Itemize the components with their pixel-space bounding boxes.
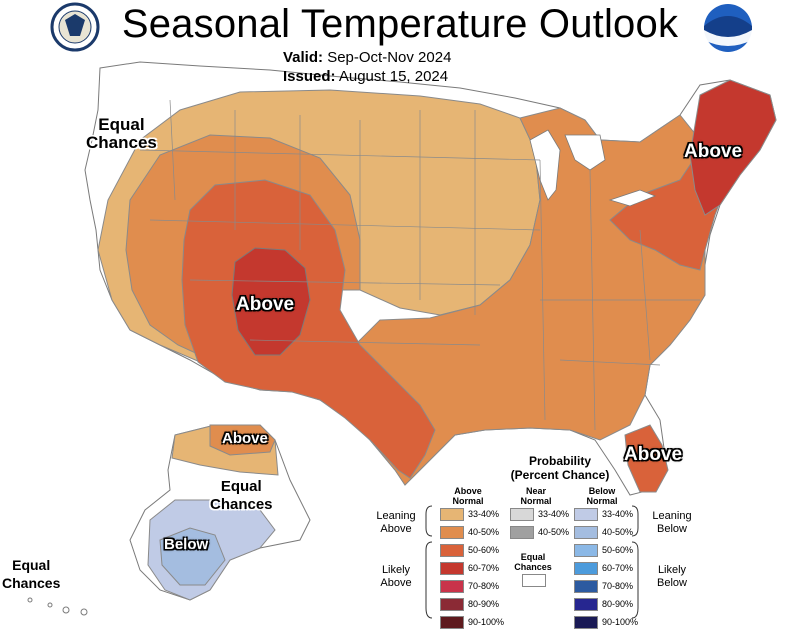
issued-value: August 15, 2024 bbox=[338, 68, 449, 85]
ec-hi-line2: Chances bbox=[2, 575, 61, 591]
swatch-below-40-50 bbox=[574, 526, 598, 539]
issued-label: Issued: bbox=[283, 68, 336, 85]
lean-above-l1: Leaning bbox=[376, 510, 416, 522]
lbl-below-0: 33-40% bbox=[602, 509, 634, 519]
swatch-above-60-70 bbox=[440, 562, 464, 575]
above-40-50-region bbox=[339, 107, 706, 486]
issued-line: Issued: August 15, 2024 bbox=[283, 68, 448, 85]
probability-legend: Probability (Percent Chance) Above Norma… bbox=[360, 452, 796, 629]
valid-line: Valid: Sep-Oct-Nov 2024 bbox=[283, 49, 451, 66]
swatch-below-70-80 bbox=[574, 580, 598, 593]
swatch-above-80-90 bbox=[440, 598, 464, 611]
lbl-above-5: 80-90% bbox=[468, 599, 500, 609]
hawaii-islands bbox=[27, 597, 88, 616]
lg-ec-l1: Equal bbox=[520, 552, 546, 562]
above-60-70-northeast-region bbox=[689, 79, 777, 216]
lbl-below-1: 40-50% bbox=[602, 527, 634, 537]
legend-likely-above: Likely Above bbox=[366, 564, 426, 590]
legend-col-near: Near Normal bbox=[516, 486, 556, 506]
above-50-60-florida-region bbox=[624, 424, 669, 493]
swatch-near-33-40 bbox=[510, 508, 534, 521]
col-above-l2: Normal bbox=[452, 496, 484, 506]
label-equal-chances-hawaii: Equal Chances bbox=[2, 556, 60, 592]
lbl-below-5: 80-90% bbox=[602, 599, 634, 609]
above-60-70-core-region bbox=[231, 247, 311, 356]
col-near-l1: Near bbox=[525, 486, 546, 496]
page-title: Seasonal Temperature Outlook bbox=[121, 2, 679, 46]
swatch-above-40-50 bbox=[440, 526, 464, 539]
legend-col-below: Below Normal bbox=[582, 486, 622, 506]
legend-leaning-above: Leaning Above bbox=[366, 510, 426, 536]
legend-leaning-below: Leaning Below bbox=[642, 510, 702, 536]
legend-brackets bbox=[425, 505, 639, 619]
label-above-florida: Above bbox=[624, 444, 683, 465]
lbl-above-2: 50-60% bbox=[468, 545, 500, 555]
label-above-west: Above bbox=[236, 294, 295, 315]
swatch-below-33-40 bbox=[574, 508, 598, 521]
swatch-above-50-60 bbox=[440, 544, 464, 557]
legend-col-above: Above Normal bbox=[448, 486, 488, 506]
label-equal-chances-northwest: Equal Chances bbox=[86, 116, 157, 152]
col-above-l1: Above bbox=[454, 486, 482, 496]
legend-likely-below: Likely Below bbox=[642, 564, 702, 590]
lbl-above-3: 60-70% bbox=[468, 563, 500, 573]
lbl-below-2: 50-60% bbox=[602, 545, 634, 555]
lbl-above-0: 33-40% bbox=[468, 509, 500, 519]
ec-hi-line1: Equal bbox=[12, 557, 51, 573]
ec-ak-line2: Chances bbox=[210, 496, 273, 513]
swatch-equal-chances bbox=[522, 574, 546, 587]
great-lakes bbox=[529, 129, 657, 207]
swatch-below-50-60 bbox=[574, 544, 598, 557]
swatch-above-33-40 bbox=[440, 508, 464, 521]
col-near-l2: Normal bbox=[520, 496, 552, 506]
likely-above-l2: Above bbox=[380, 577, 412, 589]
ec-nw-line1: Equal bbox=[98, 115, 145, 134]
swatch-below-60-70 bbox=[574, 562, 598, 575]
legend-title-line2: (Percent Chance) bbox=[510, 468, 610, 482]
label-below-alaska: Below bbox=[164, 536, 209, 553]
label-equal-chances-alaska: Equal Chances bbox=[210, 478, 273, 514]
lbl-below-3: 60-70% bbox=[602, 563, 634, 573]
lbl-above-1: 40-50% bbox=[468, 527, 500, 537]
state-lines bbox=[139, 99, 700, 431]
label-above-alaska: Above bbox=[222, 430, 268, 447]
col-below-l2: Normal bbox=[586, 496, 618, 506]
commerce-seal-logo bbox=[50, 2, 100, 52]
lbl-above-4: 70-80% bbox=[468, 581, 500, 591]
valid-value: Sep-Oct-Nov 2024 bbox=[327, 49, 452, 66]
swatch-near-40-50 bbox=[510, 526, 534, 539]
lean-below-l1: Leaning bbox=[652, 510, 692, 522]
likely-below-l1: Likely bbox=[657, 564, 687, 576]
lg-ec-l2: Chances bbox=[514, 562, 552, 572]
label-above-northeast: Above bbox=[684, 141, 743, 162]
likely-below-l2: Below bbox=[657, 577, 687, 589]
col-below-l1: Below bbox=[588, 486, 616, 496]
lbl-below-4: 70-80% bbox=[602, 581, 634, 591]
lbl-near-1: 40-50% bbox=[538, 527, 570, 537]
lean-above-l2: Above bbox=[380, 523, 412, 535]
ec-ak-line1: Equal bbox=[220, 478, 262, 495]
swatch-below-80-90 bbox=[574, 598, 598, 611]
alaska-above-40-50-region bbox=[209, 424, 276, 456]
likely-above-l1: Likely bbox=[381, 564, 411, 576]
legend-title: Probability (Percent Chance) bbox=[480, 454, 640, 482]
noaa-logo bbox=[704, 4, 752, 52]
alaska-below-40-50-region bbox=[159, 527, 226, 586]
lbl-near-0: 33-40% bbox=[538, 509, 570, 519]
ec-nw-line2: Chances bbox=[86, 133, 157, 152]
legend-title-line1: Probability bbox=[528, 454, 591, 468]
swatch-above-70-80 bbox=[440, 580, 464, 593]
legend-equal-chances: Equal Chances bbox=[510, 552, 556, 572]
valid-label: Valid: bbox=[283, 49, 324, 66]
lean-below-l2: Below bbox=[657, 523, 687, 535]
